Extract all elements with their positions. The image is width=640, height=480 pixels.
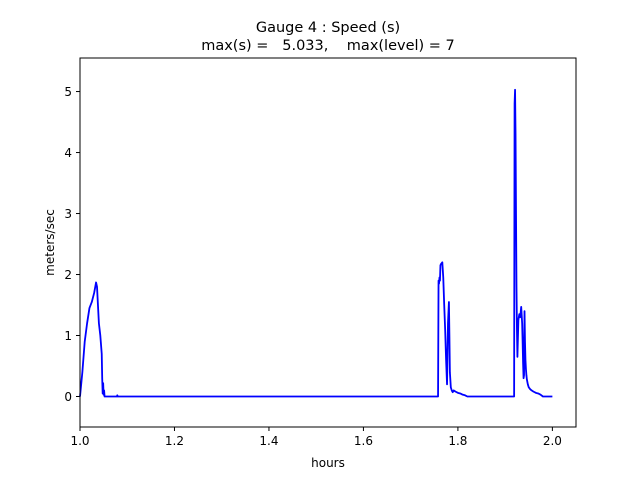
chart-subtitle: max(s) = 5.033, max(level) = 7 [201, 38, 455, 54]
series-layer [79, 88, 553, 398]
chart-title: Gauge 4 : Speed (s) [256, 20, 400, 36]
x-tick-label: 2.0 [543, 434, 562, 448]
x-axis-ticks: 1.0 1.2 1.4 1.6 1.8 2.0 [70, 427, 562, 448]
y-tick-label: 1 [64, 329, 72, 343]
y-tick-label: 2 [64, 268, 72, 282]
y-axis-ticks: 0 1 2 3 4 5 [64, 85, 80, 404]
speed-series-line [79, 88, 553, 398]
plot-frame [79, 57, 577, 428]
x-tick-label: 1.2 [165, 434, 184, 448]
x-tick-label: 1.0 [70, 434, 89, 448]
plot-area [80, 58, 576, 427]
x-tick-label: 1.6 [354, 434, 373, 448]
y-axis-label: meters/sec [43, 209, 57, 276]
y-tick-label: 5 [64, 85, 72, 99]
x-axis-label: hours [311, 456, 345, 470]
y-tick-label: 0 [64, 390, 72, 404]
x-tick-label: 1.8 [448, 434, 467, 448]
y-tick-label: 3 [64, 207, 72, 221]
x-tick-label: 1.4 [259, 434, 278, 448]
y-tick-label: 4 [64, 146, 72, 160]
